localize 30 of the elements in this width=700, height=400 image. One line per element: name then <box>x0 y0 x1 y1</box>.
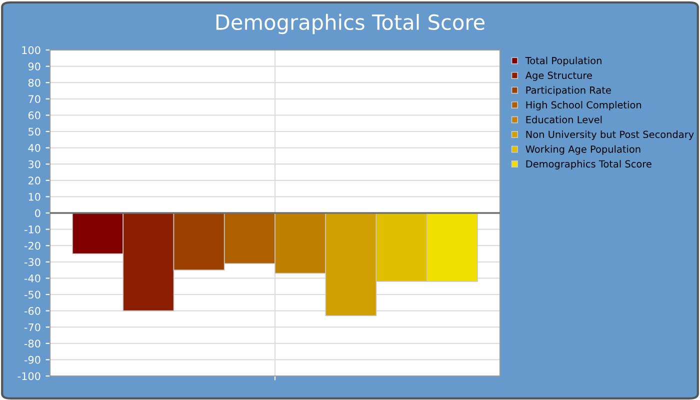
y-tick-label: 60 <box>28 111 40 120</box>
y-tick-label: -30 <box>24 258 40 266</box>
y-tick-label: 40 <box>28 144 40 152</box>
y-tick-label: 70 <box>28 95 40 104</box>
y-tick-label: -50 <box>24 290 40 299</box>
legend-label: Total Population <box>525 56 602 66</box>
y-tick-label: 30 <box>28 160 40 168</box>
y-tick-label: -60 <box>24 307 40 315</box>
y-tick-label: 80 <box>28 78 40 87</box>
legend-label: Working Age Population <box>526 145 640 155</box>
legend-label: Age Structure <box>525 72 592 81</box>
y-tick-label: -70 <box>24 323 40 332</box>
chart-title: Demographics Total Score <box>216 14 484 34</box>
legend-label: Participation Rate <box>526 86 611 96</box>
y-tick-label: 50 <box>28 128 40 136</box>
y-tick-label: -80 <box>24 340 40 348</box>
y-tick-label: 10 <box>28 192 40 201</box>
y-tick-label: -90 <box>24 356 40 364</box>
y-tick-label: -20 <box>24 242 40 250</box>
y-tick-label: 100 <box>22 46 40 54</box>
y-tick-label: -10 <box>24 226 40 234</box>
y-tick-label: 90 <box>28 62 40 70</box>
y-tick-label: 0 <box>35 209 40 218</box>
legend-label: Non University but Post Secondary <box>526 130 694 140</box>
y-tick-label: 20 <box>28 176 40 185</box>
y-tick-label: -40 <box>24 274 40 282</box>
y-tick-label: -100 <box>18 372 40 380</box>
legend-label: Demographics Total Score <box>526 160 652 170</box>
legend-label: Education Level <box>526 116 602 124</box>
legend-label: High School Completion <box>526 101 642 110</box>
